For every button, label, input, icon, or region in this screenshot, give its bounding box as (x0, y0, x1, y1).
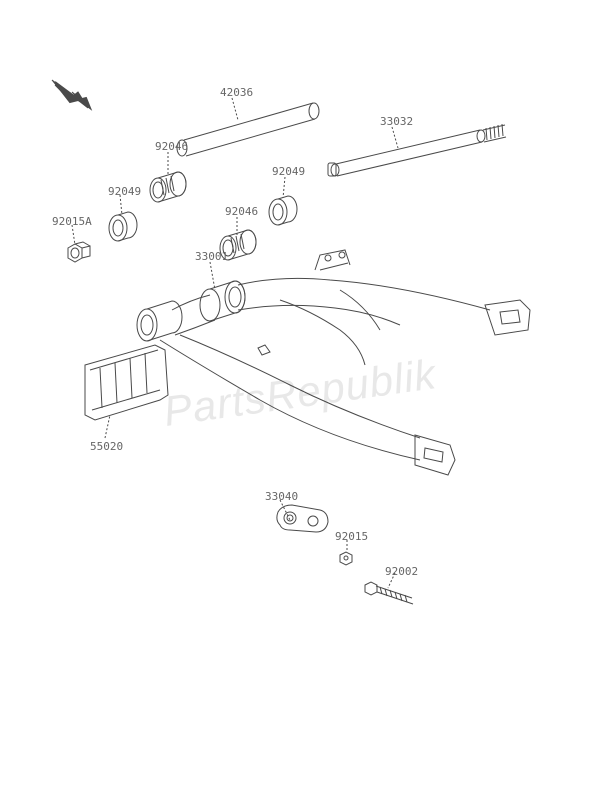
parts-diagram-container: PartsRepublik (0, 0, 600, 785)
label-55020: 55020 (90, 440, 123, 453)
label-92046-1: 92046 (155, 140, 188, 153)
label-33040: 33040 (265, 490, 298, 503)
label-92049-2: 92049 (272, 165, 305, 178)
label-92046-2: 92046 (225, 205, 258, 218)
labels-layer: 42036 33032 92046 92049 92049 92046 9201… (0, 0, 600, 785)
label-33032: 33032 (380, 115, 413, 128)
label-42036: 42036 (220, 86, 253, 99)
label-92015: 92015 (335, 530, 368, 543)
label-92015A: 92015A (52, 215, 92, 228)
label-92002: 92002 (385, 565, 418, 578)
label-92049-1: 92049 (108, 185, 141, 198)
label-33001: 33001 (195, 250, 228, 263)
